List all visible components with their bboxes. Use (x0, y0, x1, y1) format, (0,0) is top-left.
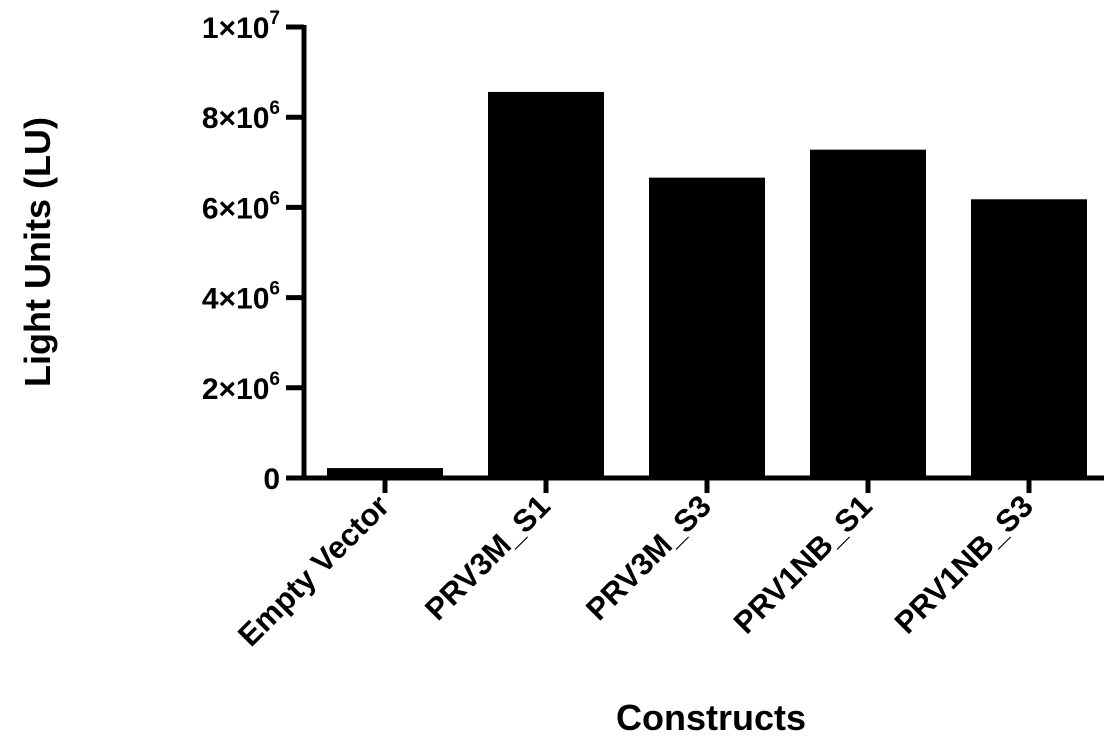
axes-group (301, 25, 1104, 481)
y-tick-label: 1×107 (202, 8, 280, 45)
x-category-label: PRV1NB_S1 (727, 488, 879, 640)
y-tick-label: 6×106 (202, 188, 280, 225)
bar (649, 177, 765, 478)
bar (327, 468, 443, 478)
bars-group (327, 91, 1087, 479)
y-tick-label: 8×106 (202, 98, 280, 135)
ticks-group (286, 24, 1032, 493)
y-tick-label: 2×106 (202, 369, 280, 406)
x-category-label: Empty Vector (231, 488, 396, 653)
bar (488, 91, 604, 478)
y-tick-label: 0 (263, 463, 280, 496)
x-category-label: PRV3M_S3 (579, 488, 718, 627)
y-tick-label: 4×106 (202, 279, 280, 316)
x-category-label: PRV3M_S1 (418, 488, 557, 627)
x-axis-title: Constructs (616, 697, 806, 738)
bar (971, 199, 1087, 479)
x-category-label: PRV1NB_S3 (888, 488, 1040, 640)
bar (810, 149, 926, 478)
y-axis-title: Light Units (LU) (17, 117, 58, 387)
